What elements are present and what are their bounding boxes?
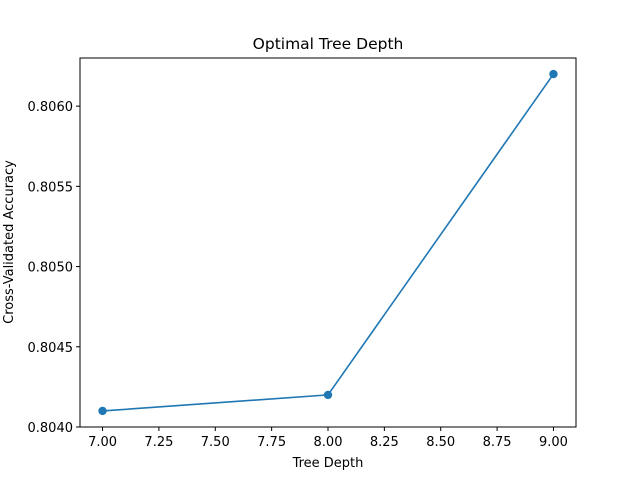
x-tick-label: 8.50 — [426, 435, 455, 450]
x-tick-label: 8.00 — [314, 435, 343, 450]
chart-title: Optimal Tree Depth — [253, 35, 404, 53]
data-point — [323, 390, 333, 400]
y-tick-label: 0.8055 — [28, 180, 74, 195]
series-layer — [98, 69, 558, 416]
y-tick-label: 0.8040 — [28, 421, 74, 436]
y-tick-label: 0.8050 — [28, 261, 74, 276]
x-axis-ticks: 7.00 7.25 7.50 7.75 8.00 8.25 8.50 8.75 9.00 — [88, 427, 568, 450]
x-tick-label: 7.25 — [144, 435, 173, 450]
x-tick-label: 7.00 — [88, 435, 117, 450]
plot-frame — [79, 57, 577, 428]
y-tick-label: 0.8045 — [28, 341, 74, 356]
x-tick-label: 8.25 — [370, 435, 399, 450]
data-point — [549, 69, 558, 79]
x-tick-label: 8.75 — [483, 435, 512, 450]
x-tick-label: 7.50 — [201, 435, 230, 450]
x-tick-label: 7.75 — [257, 435, 286, 450]
plot-area — [80, 58, 576, 427]
y-tick-label: 0.8060 — [28, 100, 74, 115]
x-axis-title: Tree Depth — [292, 456, 364, 471]
y-axis-title: Cross-Validated Accuracy — [2, 160, 17, 324]
data-point — [98, 406, 107, 416]
x-tick-label: 9.00 — [539, 435, 568, 450]
y-axis-ticks: 0.8040 0.8045 0.8050 0.8055 0.8060 — [28, 100, 80, 436]
